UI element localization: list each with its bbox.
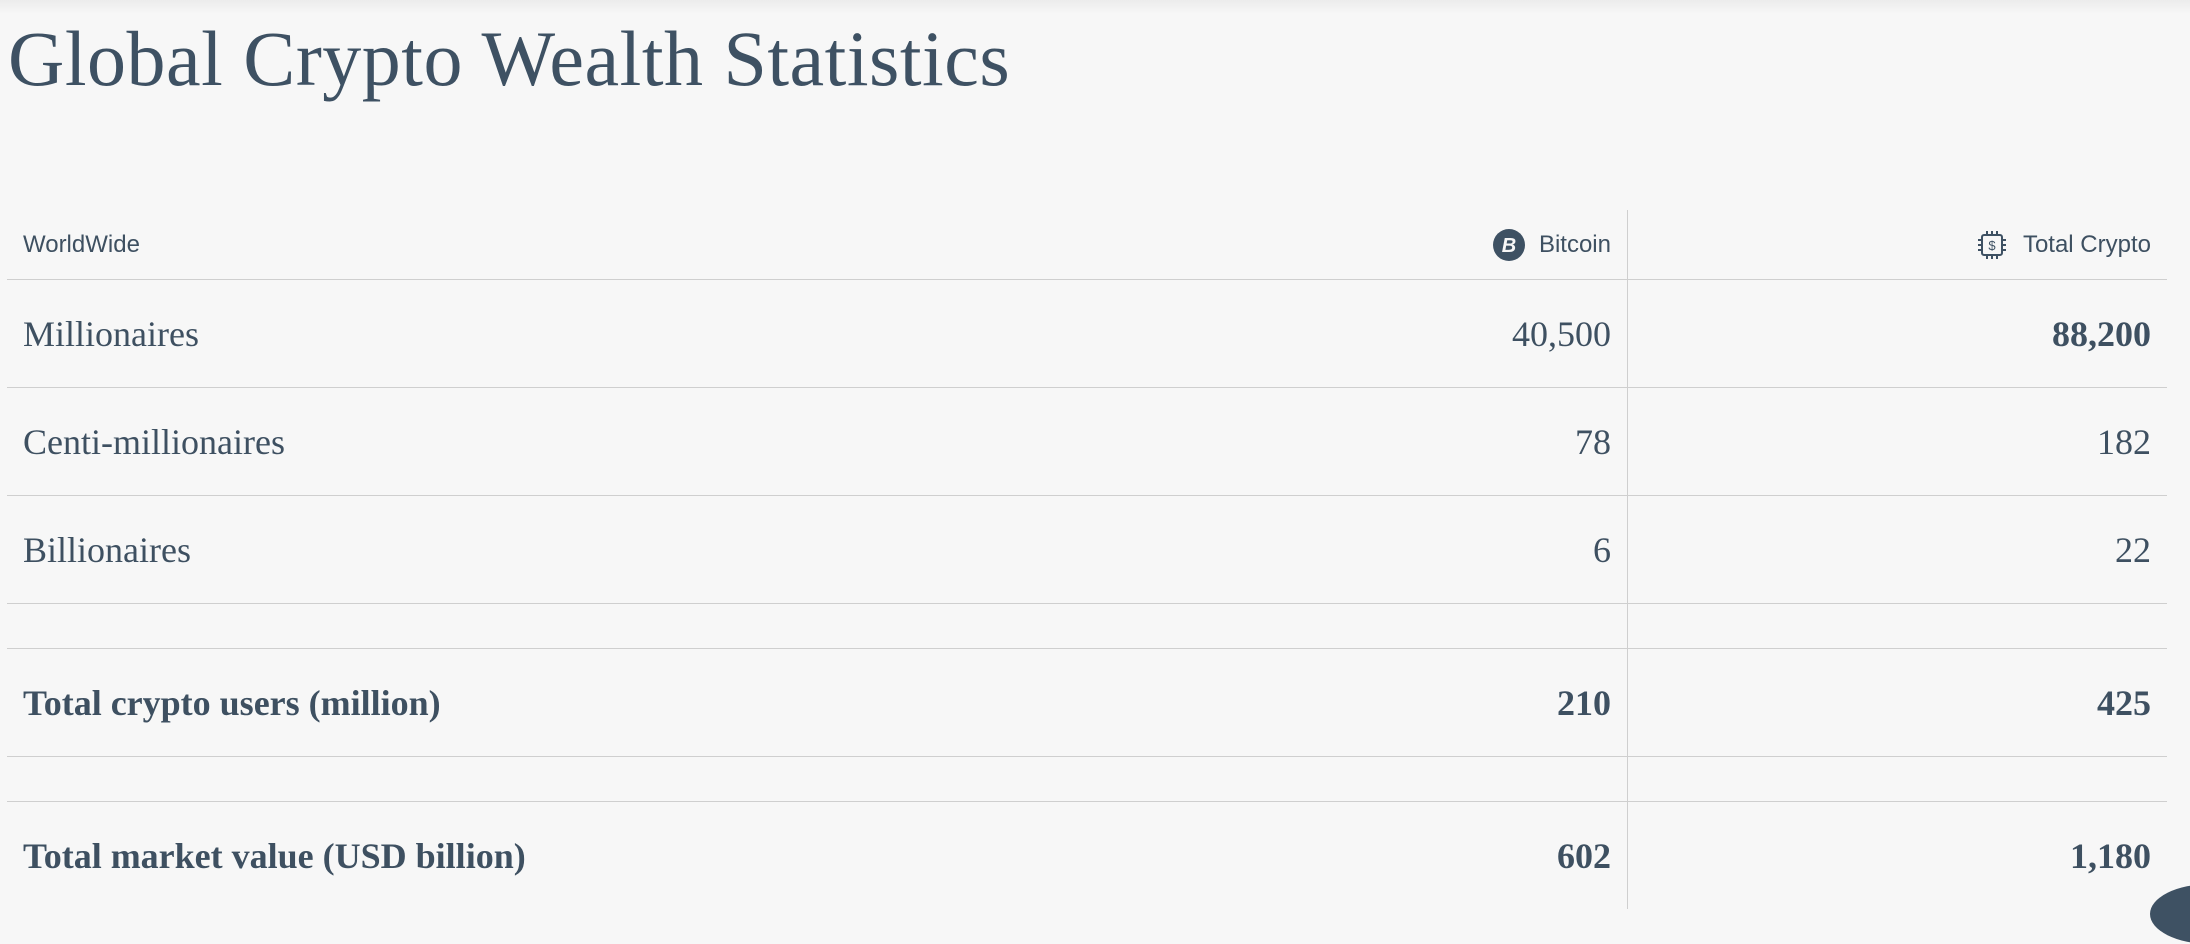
header-worldwide: WorldWide (7, 210, 1087, 280)
total-value: 1,180 (2070, 835, 2151, 876)
crypto-chip-dollar-icon: $ (1977, 230, 2006, 259)
top-shadow (0, 0, 2190, 14)
row-label: Total market value (USD billion) (23, 835, 526, 876)
bitcoin-value: 6 (1087, 495, 1628, 604)
header-total-crypto: $ Total Crypto (1627, 210, 2167, 280)
row-label: Total crypto users (million) (7, 648, 1087, 757)
table-row: Total crypto users (million) 210 425 (7, 648, 2167, 757)
table-row: Centi-millionaires 78 182 (7, 387, 2167, 496)
crypto-wealth-table: WorldWide B Bitcoin $ Total Crypto Milli… (7, 210, 2167, 909)
header-bitcoin-label: Bitcoin (1538, 230, 1611, 258)
bitcoin-value: 78 (1087, 387, 1628, 496)
spacer-row (7, 756, 2167, 802)
table-row: Billionaires 6 22 (7, 495, 2167, 604)
table-row: Total market value (USD billion) 602 1,1… (7, 801, 2167, 909)
total-value: 425 (1627, 648, 2167, 757)
bitcoin-value: 210 (1087, 648, 1628, 757)
total-value: 88,200 (1627, 279, 2167, 388)
header-total-crypto-label: Total Crypto (2022, 230, 2151, 258)
table-row: Millionaires 40,500 88,200 (7, 279, 2167, 388)
total-value: 22 (1627, 495, 2167, 604)
total-value: 182 (1627, 387, 2167, 496)
page-title: Global Crypto Wealth Statistics (8, 15, 1011, 102)
row-label: Billionaires (7, 495, 1087, 604)
bitcoin-value: 40,500 (1087, 279, 1628, 388)
bitcoin-icon: B (1492, 228, 1525, 261)
spacer-row (7, 603, 2167, 649)
row-label: Millionaires (7, 279, 1087, 388)
row-label: Centi-millionaires (7, 387, 1087, 496)
svg-text:B: B (1502, 235, 1516, 257)
bitcoin-value: 602 (1087, 801, 1628, 909)
header-bitcoin: B Bitcoin (1087, 210, 1628, 280)
svg-text:$: $ (1988, 238, 1996, 253)
table-header-row: WorldWide B Bitcoin $ Total Crypto (7, 210, 2167, 280)
